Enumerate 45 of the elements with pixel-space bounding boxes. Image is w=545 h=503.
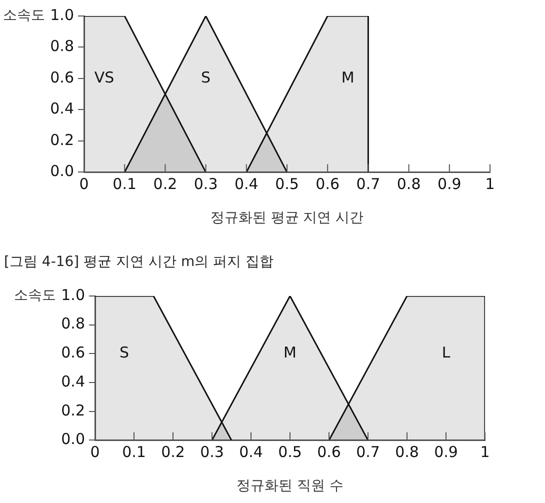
series-label: M (284, 344, 296, 362)
y-tick-label: 0.2 (50, 130, 74, 149)
x-tick-label: 1 (480, 443, 490, 462)
x-tick-label: 0.9 (434, 443, 458, 462)
y-tick-label: 0.6 (50, 68, 74, 86)
y-tick-label: 0.0 (50, 162, 74, 180)
series-label: L (442, 344, 451, 362)
y-tick-label: 0.8 (61, 314, 85, 333)
x-tick-label: 0.3 (200, 443, 224, 462)
x-tick-label: 0.1 (122, 443, 146, 462)
series-label: M (341, 68, 354, 86)
y-tick-label: 0.0 (61, 430, 85, 448)
y-tick-label: 0.4 (50, 100, 74, 118)
x-tick-label: 0.8 (395, 443, 419, 462)
x-tick-label: 0 (90, 443, 100, 462)
y-tick-label: 0.8 (50, 37, 74, 56)
series-label: VS (94, 68, 114, 86)
x-tick-label: 0.6 (316, 175, 340, 194)
x-tick-label: 0.2 (153, 175, 178, 194)
x-tick-label: 0.2 (161, 443, 185, 462)
series-label: S (201, 68, 211, 86)
x-tick-label: 0.1 (112, 175, 137, 194)
y-tick-label: 0.2 (61, 401, 85, 420)
x-tick-label: 0.4 (234, 175, 258, 194)
x-tick-label: 0.9 (437, 175, 462, 194)
x-tick-label: 0.4 (239, 443, 263, 462)
y-tick-label: 1.0 (61, 286, 85, 304)
x-axis-title: 정규화된 평균 지연 시간 (210, 210, 364, 226)
y-axis-title: 소속도 (14, 288, 56, 304)
x-tick-label: 0.5 (278, 443, 302, 462)
x-tick-label: 0.8 (396, 175, 421, 194)
text: [그림 4-16] 평균 지연 시간 m의 퍼지 집합 (3, 253, 274, 272)
y-tick-label: 0.6 (61, 344, 85, 362)
y-tick-label: 0.4 (61, 372, 85, 390)
x-tick-label: 0 (79, 175, 89, 194)
series-label: S (119, 344, 130, 362)
x-tick-label: 0.7 (356, 175, 380, 194)
x-tick-label: 0.5 (275, 175, 299, 194)
x-tick-label: 1 (485, 175, 495, 194)
x-tick-label: 0.3 (194, 175, 218, 194)
y-axis-title: 소속도 (3, 8, 46, 24)
x-axis-title: 정규화된 직원 수 (236, 478, 344, 494)
x-tick-label: 0.7 (356, 443, 380, 462)
y-tick-label: 1.0 (50, 6, 74, 24)
x-tick-label: 0.6 (317, 443, 341, 462)
